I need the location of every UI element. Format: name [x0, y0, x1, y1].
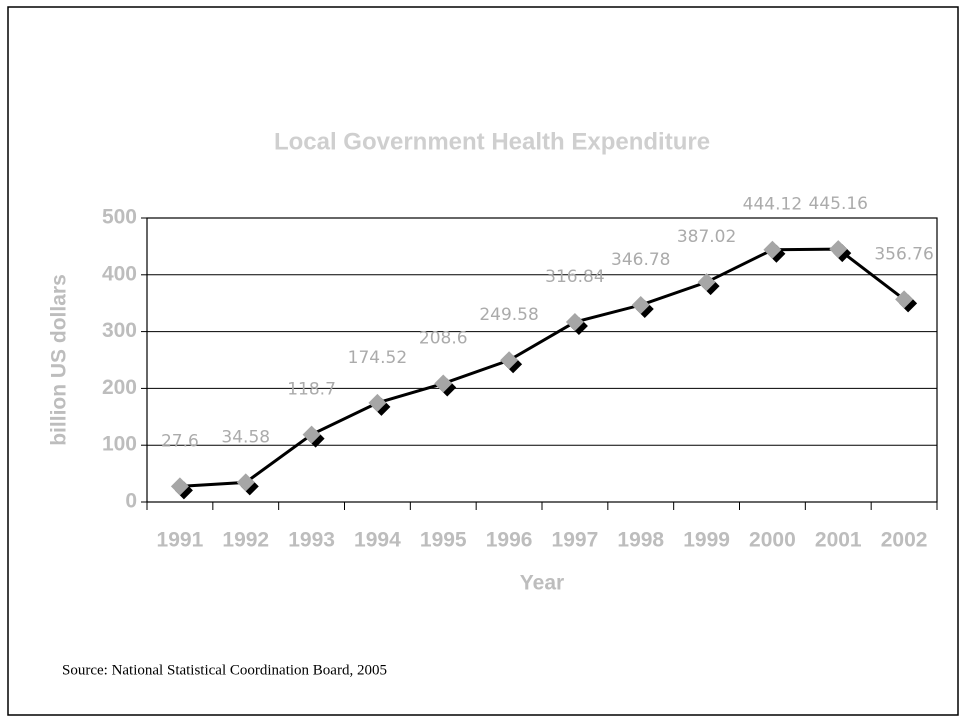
frame — [7, 6, 959, 716]
x-tick-label: 1995 — [420, 529, 467, 552]
data-label: 27.6 — [161, 431, 199, 451]
chart-title: Local Government Health Expenditure — [274, 128, 710, 155]
y-tick-label: 400 — [102, 262, 137, 285]
marker — [631, 296, 650, 315]
marker — [434, 374, 453, 393]
y-tick-label: 100 — [102, 433, 137, 456]
x-tick-label: 1993 — [288, 529, 335, 552]
marker — [565, 313, 584, 332]
data-label: 445.16 — [809, 194, 868, 214]
x-tick-label: 1991 — [157, 529, 204, 552]
data-label: 34.58 — [221, 427, 270, 447]
x-tick-label: 2001 — [815, 529, 862, 552]
data-label: 118.7 — [287, 380, 336, 400]
marker — [302, 425, 321, 444]
data-label: 387.02 — [677, 227, 736, 247]
y-tick-label: 300 — [102, 319, 137, 342]
source-note: Source: National Statistical Coordinatio… — [62, 662, 387, 678]
x-axis-label: Year — [520, 572, 564, 595]
y-tick-label: 0 — [125, 490, 137, 513]
x-tick-label: 1999 — [683, 529, 730, 552]
marker — [170, 477, 189, 496]
line — [179, 247, 905, 488]
marker — [368, 393, 387, 412]
data-label: 208.6 — [419, 329, 468, 349]
x-tick-label: 1994 — [354, 529, 401, 552]
marker — [895, 290, 914, 309]
data-label: 316.84 — [545, 267, 604, 287]
plot-border — [146, 217, 938, 503]
x-tick-label: 2002 — [881, 529, 928, 552]
x-tick-label: 2000 — [749, 529, 796, 552]
x-tick-label: 1998 — [617, 529, 664, 552]
marker — [697, 273, 716, 292]
marker — [500, 351, 519, 370]
x-tick-label: 1996 — [486, 529, 533, 552]
y-tick-label: 200 — [102, 376, 137, 399]
marker — [829, 240, 848, 259]
data-label: 249.58 — [479, 305, 538, 325]
x-tick-label: 1997 — [552, 529, 599, 552]
data-label: 356.76 — [874, 244, 933, 264]
y-tick-label: 500 — [102, 206, 137, 229]
x-tick-label: 1992 — [222, 529, 269, 552]
data-label: 346.78 — [611, 250, 670, 270]
y-axis-label: billion US dollars — [48, 274, 71, 446]
marker — [763, 240, 782, 259]
data-label: 174.52 — [348, 348, 407, 368]
marker — [236, 473, 255, 492]
data-label: 444.12 — [743, 195, 802, 215]
